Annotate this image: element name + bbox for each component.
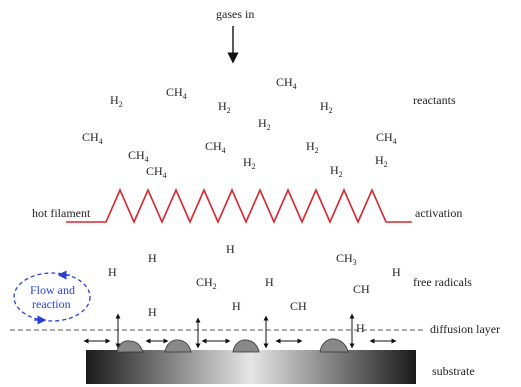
substrate-label: substrate [432,364,475,378]
flow-and-label: Flow and [30,283,75,297]
reactant-5: H2 [258,116,271,132]
activation-label: activation [415,206,462,220]
radical-1: H [148,251,157,265]
reactant-10: CH4 [376,130,397,146]
reactant-1: CH4 [166,85,187,101]
free-radicals-label: free radicals [413,275,472,289]
reactant-9: H2 [306,139,319,155]
reactant-3: CH4 [276,75,297,91]
free-radical-species: H H CH3 H H CH2 H CH CH H H H [108,242,401,335]
reactant-7: CH4 [128,148,149,164]
hot-filament-label: hot filament [32,206,91,220]
radical-4: H [392,265,401,279]
reactant-11: CH4 [146,164,167,180]
reactant-4: H2 [320,99,333,115]
reactant-2: H2 [218,99,231,115]
radical-9: H [232,299,241,313]
deposit-4 [319,338,349,353]
reaction-label: reaction [32,297,71,311]
radical-6: H [265,275,274,289]
gases-in-label: gases in [216,7,254,21]
radical-11: H [356,321,365,335]
radical-2: CH3 [336,251,357,267]
reactants-label: reactants [413,93,456,107]
reactant-13: H2 [330,163,343,179]
deposit-3 [232,339,260,353]
radical-5: CH2 [196,275,217,291]
radical-3: H [226,242,235,256]
surface-deposits [116,338,349,353]
hot-filament [66,188,412,224]
radical-7: CH [353,282,370,296]
flow-reaction-ellipse [13,272,91,322]
substrate-block [86,350,416,384]
radical-8: CH [290,299,307,313]
reactant-0: H2 [110,93,123,109]
reactant-6: CH4 [82,130,103,146]
deposit-1 [116,340,144,353]
radical-0: H [108,265,117,279]
reactant-14: H2 [375,153,388,169]
deposit-2 [164,339,192,353]
reactant-12: H2 [243,155,256,171]
reactant-8: CH4 [205,139,226,155]
vertical-diffusion-arrows [115,313,355,349]
radical-10: H [148,305,157,319]
diffusion-layer-label: diffusion layer [430,322,500,336]
